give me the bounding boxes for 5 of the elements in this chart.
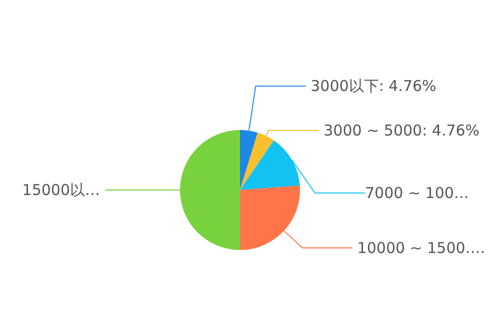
slice-label: 15000以… xyxy=(22,181,100,199)
slice-label: 3000以下: 4.76% xyxy=(310,77,436,96)
slice-label: 10000 ~ 1500…. xyxy=(357,238,486,257)
slice-label: 3000 ~ 5000: 4.76% xyxy=(324,122,480,140)
slice-label: 7000 ~ 100… xyxy=(365,184,469,202)
